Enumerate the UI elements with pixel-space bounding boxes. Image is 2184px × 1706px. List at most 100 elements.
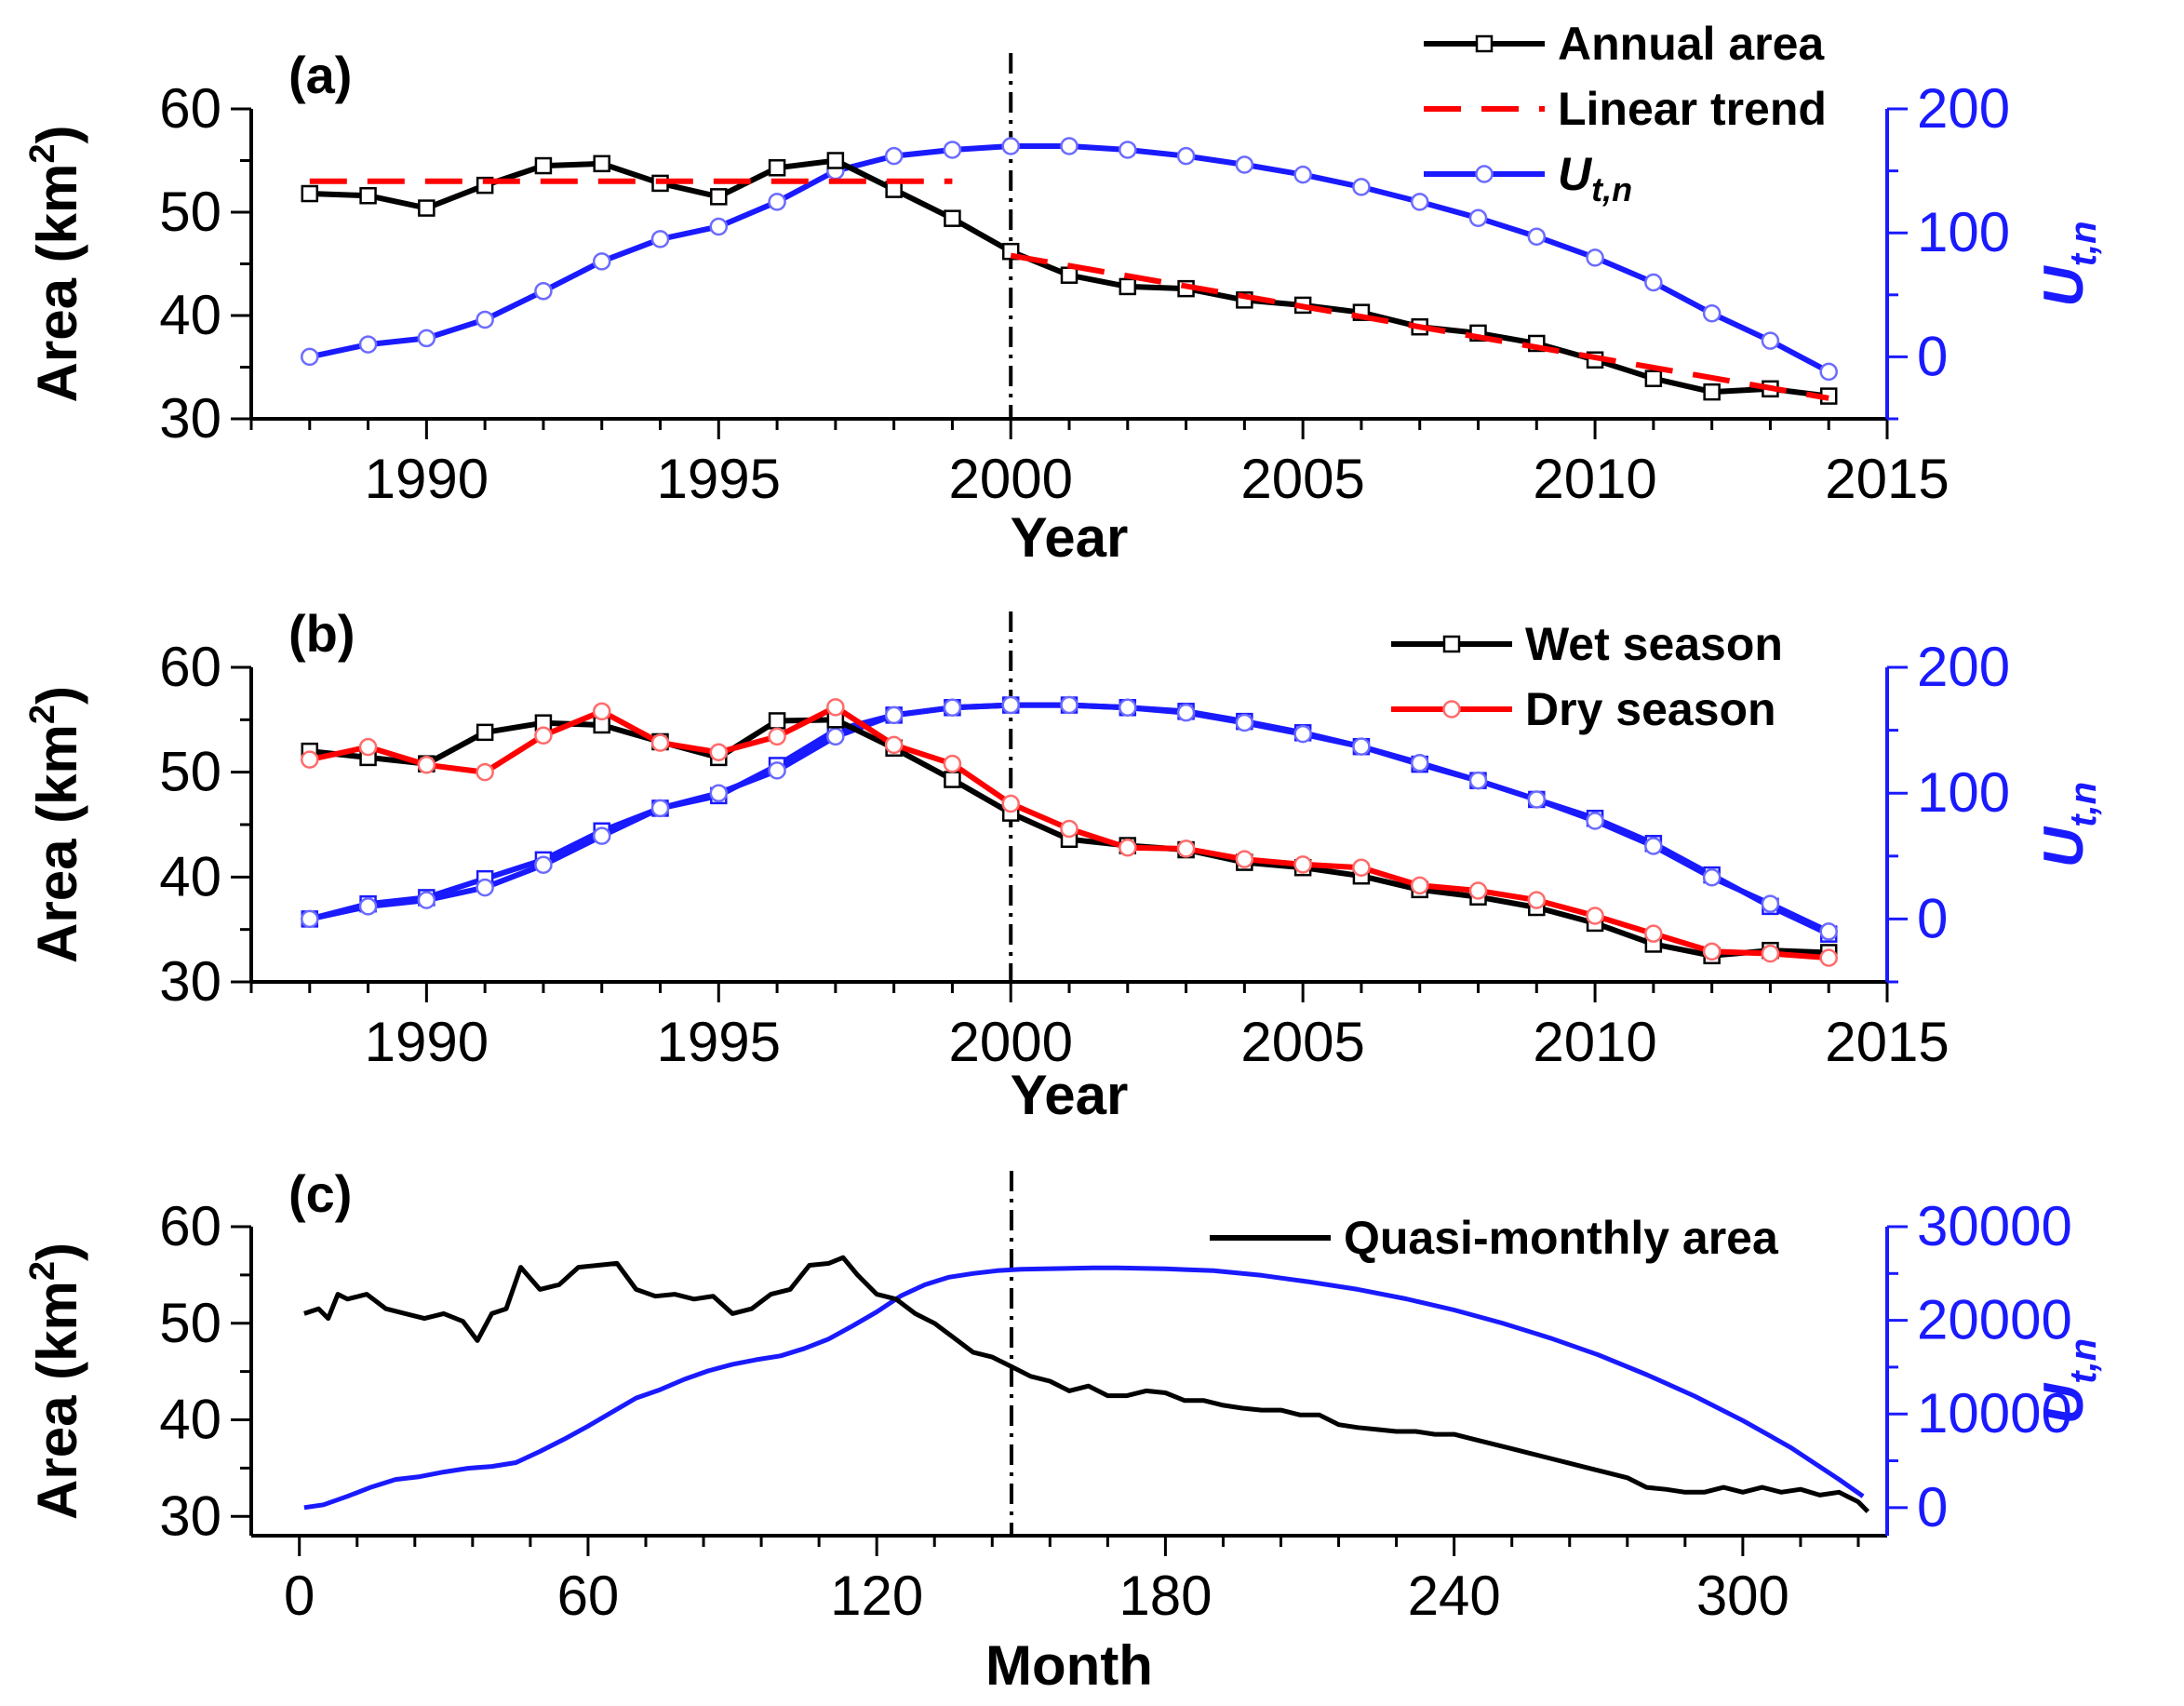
data-point-square: [1703, 383, 1721, 401]
data-point-circle: [650, 733, 670, 752]
panel-a: 1990 1995 2000 2005 2010 2015 30 40 50 60 0 100 200 Y…: [23, 18, 2104, 569]
data-point-circle: [301, 347, 319, 367]
data-point-circle: [1761, 944, 1780, 963]
y-right-axis-title: Ut,n: [2032, 221, 2104, 306]
legend-label: Dry season: [1525, 683, 1776, 735]
data-point-circle: [1176, 703, 1196, 722]
y-left-tick-label: 40: [159, 284, 221, 346]
data-point-circle: [709, 743, 729, 762]
x-tick-label: 1990: [365, 1011, 489, 1073]
x-tick-label: 1995: [657, 448, 781, 510]
series-line-ut-n: [303, 1265, 1865, 1511]
y-left-tick-label: 60: [159, 77, 221, 140]
data-point-circle: [1352, 737, 1371, 756]
data-point-circle: [301, 909, 319, 929]
data-point-circle: [1586, 812, 1604, 830]
data-point-square: [476, 723, 494, 742]
data-point-circle: [1468, 208, 1488, 227]
data-point-square: [1119, 277, 1137, 296]
data-point-circle: [1644, 837, 1663, 855]
data-point-circle: [592, 702, 611, 721]
data-point-square: [768, 712, 786, 730]
data-point-circle: [1761, 331, 1780, 350]
data-point-circle: [476, 762, 494, 782]
data-point-square: [301, 184, 319, 203]
data-point-square: [534, 156, 553, 175]
data-point-circle: [1176, 146, 1196, 166]
data-point-circle: [1060, 695, 1079, 715]
data-point-circle: [1761, 894, 1780, 913]
x-tick-label: 2000: [948, 1011, 1072, 1073]
data-point-circle: [1176, 840, 1196, 858]
y-right-axis-title: Ut,n: [2032, 782, 2104, 867]
data-point-circle: [1119, 839, 1137, 857]
legend-label: Quasi-monthly area: [1344, 1212, 1779, 1264]
data-point-circle: [1293, 855, 1312, 874]
y-left-tick-label: 40: [159, 845, 221, 907]
data-point-circle: [650, 230, 670, 249]
y-left-tick-label: 30: [159, 387, 221, 450]
data-point-circle: [1352, 858, 1371, 877]
y-right-tick-label: 0: [1917, 1476, 1948, 1538]
data-point-square: [768, 159, 786, 177]
data-point-circle: [1235, 155, 1254, 174]
series-line-quasi-monthly-area: [303, 1255, 1870, 1513]
data-point-circle: [709, 217, 729, 236]
data-point-square: [885, 181, 903, 198]
data-point-circle: [943, 754, 962, 773]
data-point-circle: [709, 784, 729, 802]
data-point-circle: [476, 878, 494, 897]
x-axis-title: Year: [1011, 1064, 1129, 1126]
legend-marker: [1442, 700, 1461, 719]
data-point-circle: [1060, 137, 1079, 155]
x-tick-label: 2015: [1825, 1011, 1949, 1073]
data-point-circle: [884, 146, 904, 166]
y-left-tick-label: 50: [159, 181, 221, 243]
data-point-circle: [1644, 924, 1663, 943]
data-point-circle: [1702, 942, 1722, 961]
y-left-axis-title: Area (km2): [23, 126, 88, 403]
data-point-circle: [417, 329, 436, 348]
data-point-circle: [1702, 304, 1722, 323]
data-point-circle: [768, 727, 786, 746]
data-point-square: [418, 199, 435, 217]
x-tick-label: 180: [1119, 1565, 1212, 1627]
y-left-tick-label: 40: [159, 1389, 221, 1451]
data-point-circle: [1586, 907, 1604, 925]
x-tick-label: 2005: [1240, 448, 1364, 510]
y-left-axis-title: Area (km2): [23, 1243, 88, 1520]
data-point-square: [593, 154, 610, 173]
data-point-circle: [943, 698, 962, 718]
data-point-circle: [417, 891, 436, 909]
data-point-square: [1060, 266, 1079, 284]
legend-marker: [1442, 635, 1461, 653]
data-point-circle: [1119, 698, 1137, 718]
panel-label: (b): [288, 604, 355, 663]
x-tick-label: 2010: [1533, 1011, 1656, 1073]
x-tick-label: 1995: [657, 1011, 781, 1073]
y-right-tick-label: 0: [1917, 325, 1948, 387]
data-point-circle: [884, 705, 904, 725]
data-point-circle: [768, 193, 786, 211]
data-point-circle: [1468, 881, 1488, 900]
data-point-circle: [1235, 713, 1254, 732]
y-left-axis-title: Area (km2): [23, 686, 88, 963]
data-point-circle: [1819, 948, 1838, 967]
legend-marker: [1475, 165, 1494, 183]
panel-label: (a): [288, 46, 352, 104]
panel-c: 0 60 120 180 240 300 30 40 50 60 0 10000 20000 30000 M…: [23, 1164, 2104, 1697]
data-point-circle: [1352, 178, 1371, 196]
data-point-circle: [1001, 137, 1020, 155]
data-point-square: [944, 771, 961, 788]
y-right-tick-label: 200: [1917, 77, 2010, 140]
data-point-circle: [884, 735, 904, 755]
panel-b: 1990 1995 2000 2005 2010 2015 30 40 50 60 0 100 200 Y…: [23, 604, 2104, 1126]
data-point-circle: [1527, 227, 1547, 246]
data-point-circle: [1293, 724, 1312, 744]
x-tick-label: 2005: [1240, 1011, 1364, 1073]
x-tick-label: 2015: [1825, 448, 1949, 510]
y-left-tick-label: 60: [159, 636, 221, 698]
data-point-circle: [826, 727, 845, 746]
data-point-circle: [1410, 193, 1429, 211]
data-point-circle: [1410, 754, 1429, 772]
